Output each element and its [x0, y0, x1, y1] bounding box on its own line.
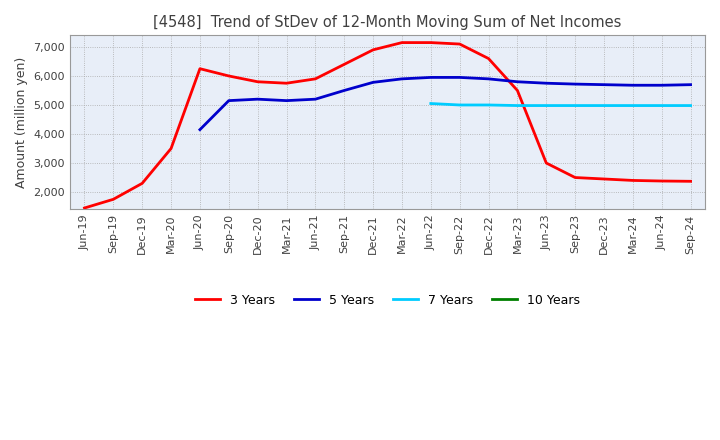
Title: [4548]  Trend of StDev of 12-Month Moving Sum of Net Incomes: [4548] Trend of StDev of 12-Month Moving…	[153, 15, 621, 30]
5 Years	[485, 76, 493, 81]
7 Years	[513, 103, 522, 108]
3 Years	[686, 179, 695, 184]
5 Years	[253, 96, 262, 102]
7 Years	[686, 103, 695, 108]
3 Years	[426, 40, 435, 45]
7 Years	[426, 101, 435, 106]
Y-axis label: Amount (million yen): Amount (million yen)	[15, 57, 28, 188]
3 Years	[196, 66, 204, 71]
7 Years	[629, 103, 637, 108]
3 Years	[657, 178, 666, 183]
3 Years	[311, 76, 320, 81]
5 Years	[340, 88, 348, 93]
7 Years	[600, 103, 608, 108]
3 Years	[513, 88, 522, 93]
7 Years	[455, 103, 464, 108]
3 Years	[109, 197, 117, 202]
5 Years	[426, 75, 435, 80]
7 Years	[571, 103, 580, 108]
3 Years	[167, 146, 176, 151]
5 Years	[629, 83, 637, 88]
3 Years	[600, 176, 608, 182]
3 Years	[80, 205, 89, 211]
Line: 5 Years: 5 Years	[200, 77, 690, 130]
3 Years	[225, 73, 233, 79]
5 Years	[657, 83, 666, 88]
5 Years	[455, 75, 464, 80]
3 Years	[455, 41, 464, 47]
7 Years	[485, 103, 493, 108]
3 Years	[571, 175, 580, 180]
Legend: 3 Years, 5 Years, 7 Years, 10 Years: 3 Years, 5 Years, 7 Years, 10 Years	[190, 289, 585, 312]
3 Years	[397, 40, 406, 45]
3 Years	[282, 81, 291, 86]
3 Years	[253, 79, 262, 84]
7 Years	[657, 103, 666, 108]
5 Years	[686, 82, 695, 87]
5 Years	[542, 81, 551, 86]
5 Years	[196, 127, 204, 132]
5 Years	[282, 98, 291, 103]
3 Years	[629, 178, 637, 183]
5 Years	[600, 82, 608, 87]
5 Years	[225, 98, 233, 103]
3 Years	[138, 181, 146, 186]
3 Years	[369, 47, 377, 52]
5 Years	[397, 76, 406, 81]
3 Years	[485, 56, 493, 61]
3 Years	[542, 161, 551, 166]
3 Years	[340, 62, 348, 67]
Line: 3 Years: 3 Years	[84, 43, 690, 208]
7 Years	[542, 103, 551, 108]
5 Years	[571, 81, 580, 87]
Line: 7 Years: 7 Years	[431, 103, 690, 106]
5 Years	[311, 96, 320, 102]
5 Years	[369, 80, 377, 85]
5 Years	[513, 79, 522, 84]
